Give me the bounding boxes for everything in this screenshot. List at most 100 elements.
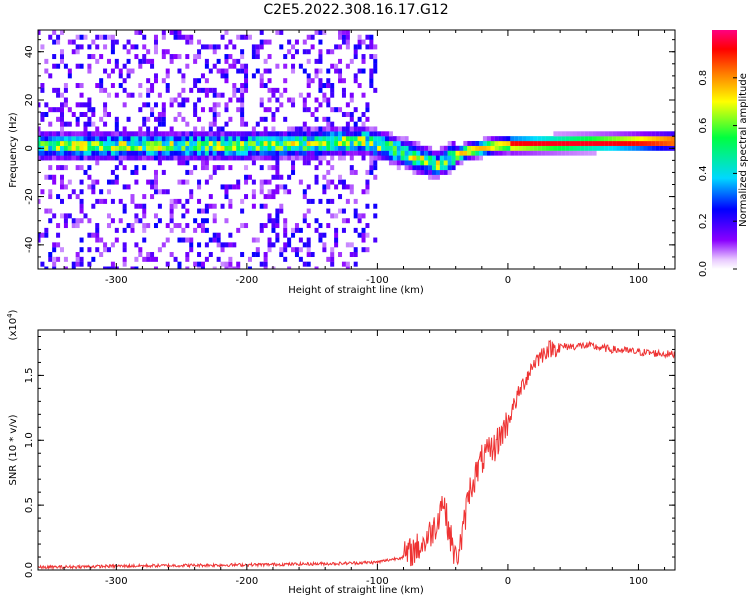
- heatmap-cell: [110, 68, 115, 74]
- heatmap-cell: [224, 73, 229, 79]
- heatmap-cell: [59, 174, 64, 180]
- heatmap-cell: [197, 223, 202, 229]
- heatmap-cell: [318, 102, 323, 108]
- heatmap-cell: [353, 169, 358, 175]
- heatmap-cell: [330, 145, 335, 151]
- heatmap-cell: [208, 121, 213, 127]
- heatmap-cell: [244, 145, 249, 151]
- heatmap-cell: [236, 107, 241, 113]
- heatmap-cell: [341, 131, 346, 137]
- heatmap-cell: [576, 150, 581, 156]
- heatmap-cell: [572, 136, 577, 142]
- heatmap-cell: [177, 179, 182, 185]
- heatmap-cell: [259, 73, 264, 79]
- heatmap-cell: [208, 107, 213, 113]
- heatmap-cell: [99, 83, 104, 89]
- heatmap-cell: [240, 111, 245, 117]
- heatmap-cell: [314, 227, 319, 233]
- heatmap-cell: [130, 131, 135, 137]
- heatmap-cell: [330, 252, 335, 258]
- heatmap-cell: [294, 39, 299, 45]
- heatmap-cell: [294, 126, 299, 132]
- heatmap-cell: [200, 150, 205, 156]
- heatmap-cell: [612, 131, 617, 137]
- heatmap-cell: [153, 184, 158, 190]
- heatmap-cell: [318, 78, 323, 84]
- heatmap-cell: [110, 266, 115, 269]
- heatmap-cell: [651, 136, 656, 142]
- heatmap-cell: [392, 155, 397, 161]
- heatmap-cell: [236, 227, 241, 233]
- heatmap-cell: [40, 261, 45, 267]
- heatmap-cell: [302, 189, 307, 195]
- heatmap-cell: [56, 39, 61, 45]
- heatmap-cell: [153, 213, 158, 219]
- heatmap-cell: [498, 150, 503, 156]
- heatmap-cell: [353, 78, 358, 84]
- heatmap-cell: [267, 218, 272, 224]
- heatmap-cell: [271, 136, 276, 142]
- heatmap-cell: [447, 145, 452, 151]
- heatmap-cell: [467, 150, 472, 156]
- heatmap-cell: [87, 121, 92, 127]
- heatmap-cell: [353, 136, 358, 142]
- heatmap-cell: [557, 131, 562, 137]
- heatmap-cell: [318, 30, 323, 35]
- heatmap-cell: [349, 97, 354, 103]
- heatmap-cell: [122, 150, 127, 156]
- heatmap-cell: [608, 136, 613, 142]
- heatmap-cell: [138, 145, 143, 151]
- heatmap-cell: [87, 131, 92, 137]
- heatmap-cell: [271, 87, 276, 93]
- heatmap-cell: [212, 213, 217, 219]
- heatmap-cell: [59, 165, 64, 171]
- heatmap-cell: [361, 213, 366, 219]
- heatmap-cell: [338, 44, 343, 50]
- heatmap-cell: [569, 150, 574, 156]
- heatmap-cell: [439, 145, 444, 151]
- heatmap-cell: [142, 131, 147, 137]
- heatmap-cell: [138, 131, 143, 137]
- heatmap-cell: [369, 140, 374, 146]
- heatmap-cell: [267, 68, 272, 74]
- heatmap-cell: [639, 136, 644, 142]
- heatmap-cell: [232, 136, 237, 142]
- heatmap-cell: [185, 39, 190, 45]
- heatmap-cell: [341, 87, 346, 93]
- heatmap-cell: [44, 150, 49, 156]
- heatmap-cell: [48, 256, 53, 262]
- heatmap-cell: [365, 140, 370, 146]
- heatmap-cell: [670, 140, 675, 146]
- heatmap-cell: [106, 140, 111, 146]
- heatmap-cell: [200, 261, 205, 267]
- heatmap-cell: [75, 102, 80, 108]
- heatmap-cell: [103, 44, 108, 50]
- heatmap-cell: [584, 150, 589, 156]
- heatmap-cell: [228, 165, 233, 171]
- heatmap-cell: [486, 140, 491, 146]
- heatmap-cell: [197, 252, 202, 258]
- heatmap-cell: [75, 34, 80, 40]
- heatmap-cell: [631, 131, 636, 137]
- heatmap-cell: [189, 237, 194, 243]
- heatmap-cell: [122, 126, 127, 132]
- heatmap-cell: [138, 63, 143, 69]
- heatmap-cell: [204, 218, 209, 224]
- heatmap-cell: [38, 155, 41, 161]
- heatmap-cell: [373, 87, 378, 93]
- heatmap-cell: [38, 30, 41, 35]
- heatmap-cell: [177, 131, 182, 137]
- heatmap-cell: [59, 107, 64, 113]
- heatmap-cell: [647, 136, 652, 142]
- heatmap-cell: [236, 68, 241, 74]
- heatmap-cell: [193, 54, 198, 60]
- heatmap-cell: [95, 237, 100, 243]
- heatmap-cell: [275, 63, 280, 69]
- heatmap-cell: [631, 136, 636, 142]
- heatmap-cell: [87, 136, 92, 142]
- heatmap-cell: [267, 150, 272, 156]
- heatmap-cell: [197, 266, 202, 269]
- heatmap-cell: [134, 145, 139, 151]
- heatmap-cell: [357, 150, 362, 156]
- heatmap-cell: [377, 155, 382, 161]
